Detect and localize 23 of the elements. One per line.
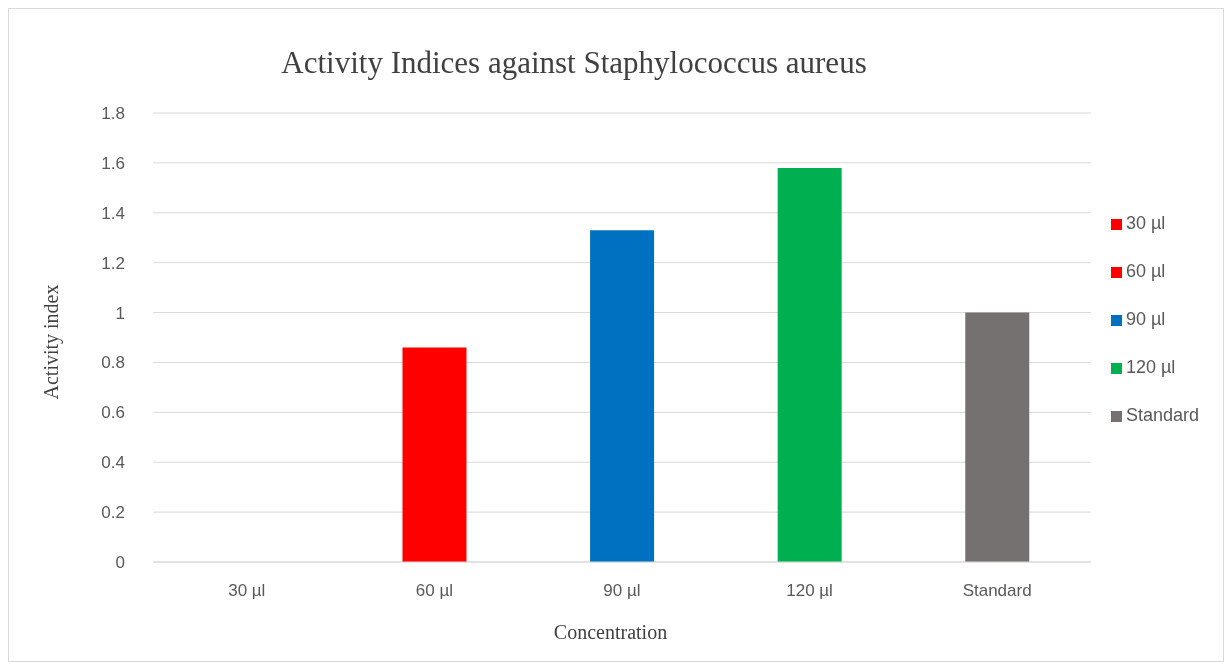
y-tick-label: 1.8 [101, 104, 125, 124]
legend-label: 60 µl [1125, 261, 1166, 281]
legend-label: 120 µl [1125, 357, 1176, 377]
y-tick-label: 1.6 [101, 153, 125, 173]
x-axis-title: Concentration [552, 621, 669, 644]
y-tick-label: 0.2 [101, 503, 125, 523]
y-tick-label: 1 [115, 303, 125, 323]
x-tick-label: 60 µl [415, 581, 453, 601]
y-tick-label: 0 [115, 553, 125, 573]
y-tick-label: 0.8 [101, 353, 125, 373]
y-tick-label: 0.6 [101, 403, 125, 423]
x-tick-label: 120 µl [786, 581, 833, 601]
x-tick-label: 90 µl [603, 581, 641, 601]
x-tick-label: 30 µl [228, 581, 266, 601]
y-tick-label: 1.2 [101, 253, 125, 273]
chart-title: Activity Indices against Staphylococcus aureus [280, 45, 868, 81]
legend-label: 30 µl [1125, 213, 1166, 233]
legend-label: Standard [1125, 405, 1199, 425]
y-tick-label: 1.4 [101, 203, 125, 223]
x-tick-label: Standard [962, 581, 1032, 601]
y-tick-label: 0.4 [101, 453, 125, 473]
y-axis-title: Activity index [39, 284, 63, 400]
legend-label: 90 µl [1125, 309, 1166, 329]
